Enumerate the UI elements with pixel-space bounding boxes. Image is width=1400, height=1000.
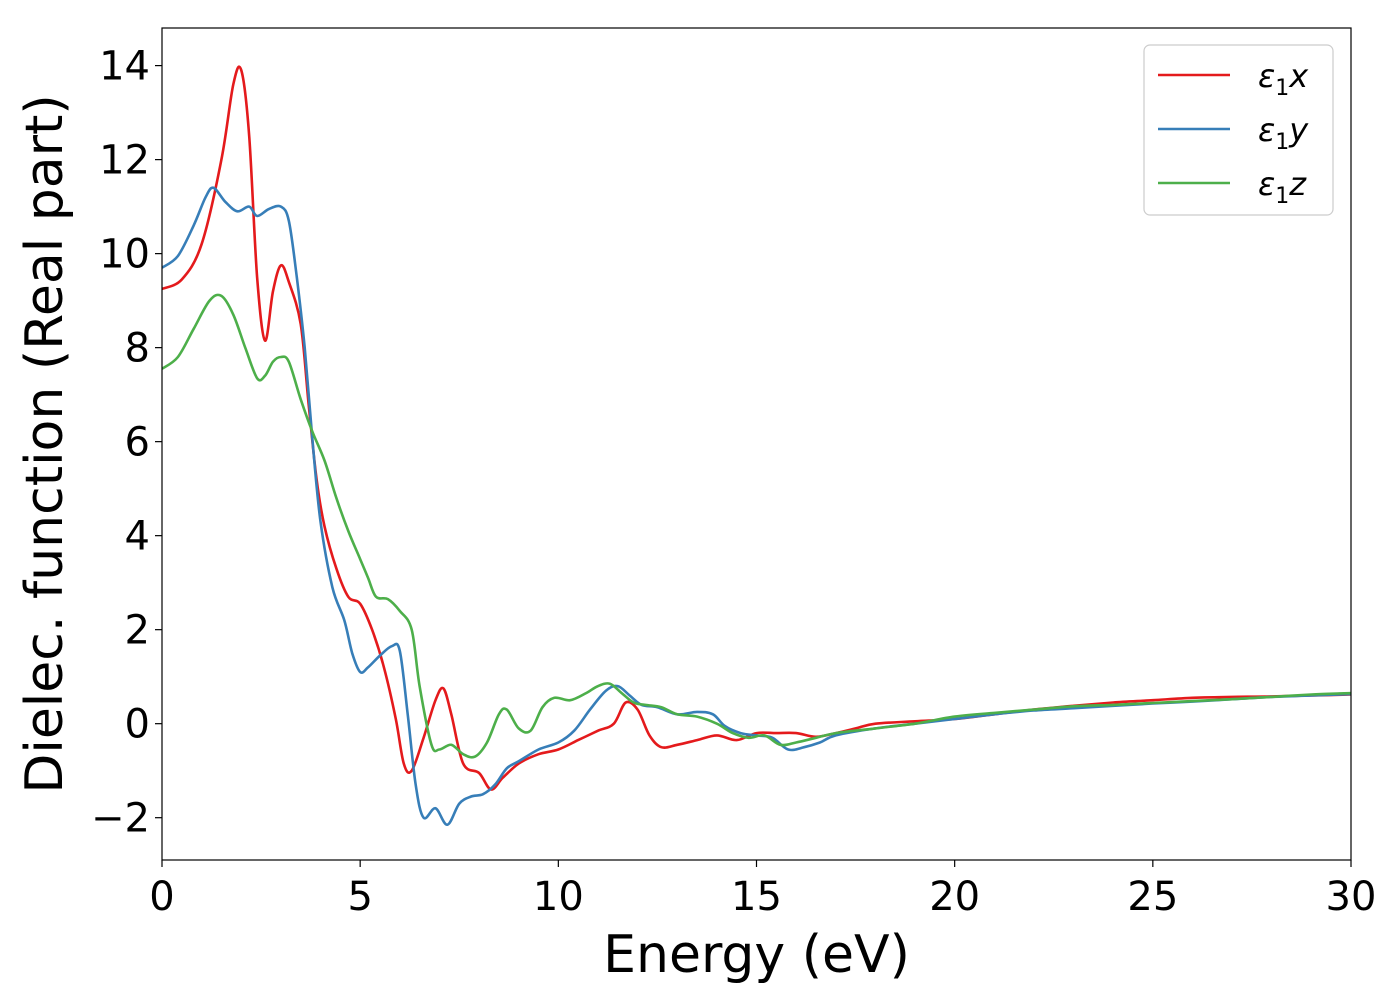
x-tick-label: 30 [1326,874,1377,920]
y-tick-label: 4 [125,514,150,560]
y-tick-label: 0 [125,702,150,748]
legend: ε1x ε1y ε1z [1143,44,1334,216]
x-tick-label: 5 [347,874,372,920]
x-axis-label: Energy (eV) [603,925,910,985]
legend-entry-z: ε1z [1258,165,1307,209]
series-line-x [162,65,1351,791]
y-axis-ticks: −2 0 2 4 6 8 10 12 14 [91,44,162,842]
y-tick-label: 6 [125,420,150,466]
y-tick-label: 10 [99,232,150,278]
x-tick-label: 15 [731,874,782,920]
y-tick-label: 8 [125,326,150,372]
y-tick-label: 14 [99,44,150,90]
legend-box [1143,44,1334,216]
y-tick-label: −2 [91,796,150,842]
x-tick-label: 10 [533,874,584,920]
x-axis-ticks: 0 5 10 15 20 25 30 [149,860,1376,920]
x-tick-label: 0 [149,874,174,920]
legend-entry-y: ε1y [1258,111,1309,155]
y-tick-label: 12 [99,138,150,184]
x-tick-label: 25 [1127,874,1178,920]
x-tick-label: 20 [929,874,980,920]
series-layer [162,65,1351,826]
y-tick-label: 2 [125,608,150,654]
legend-entry-x: ε1x [1258,57,1309,101]
y-axis-label: Dielec. function (Real part) [15,94,75,793]
series-line-z [162,293,1351,759]
